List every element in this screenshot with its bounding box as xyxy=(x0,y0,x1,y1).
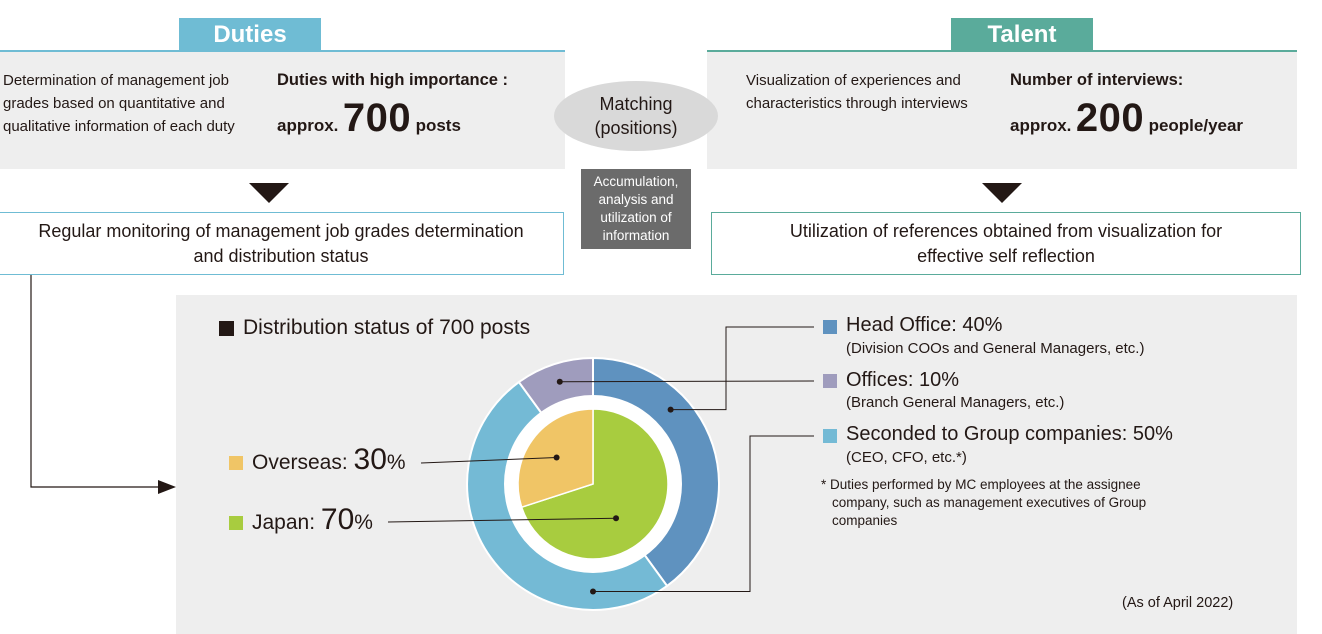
label-japan-value: 70 xyxy=(320,503,355,536)
accumulation-line: Accumulation, xyxy=(593,174,679,189)
duties-box-line: Regular monitoring of management job gra… xyxy=(38,220,524,241)
leader-dot-head-office xyxy=(667,406,674,413)
legend-swatch-japan xyxy=(229,516,243,530)
footnote-line: company, such as management executives o… xyxy=(832,495,1147,510)
talent-box-line: Utilization of references obtained from … xyxy=(789,220,1223,241)
legend-swatch-overseas xyxy=(229,456,243,470)
talent-panel: Visualization of experiences and charact… xyxy=(707,52,1297,169)
duties-stat-value: 700 xyxy=(342,96,412,140)
duties-stat-heading: Duties with high importance : xyxy=(277,71,509,89)
leader-dot-japan xyxy=(613,515,620,522)
title-square-icon xyxy=(219,321,234,336)
talent-rule xyxy=(707,50,1297,52)
legend-swatch-offices xyxy=(823,374,837,388)
duties-down-arrow-icon xyxy=(249,183,289,203)
talent-description-line: Visualization of experiences and xyxy=(746,72,961,89)
inner-slice-japan xyxy=(520,408,669,560)
leader-dot-seconded xyxy=(590,588,596,595)
label-japan-name: Japan: xyxy=(252,511,321,534)
talent-down-arrow-icon xyxy=(982,183,1022,203)
distribution-panel xyxy=(176,295,1297,634)
talent-description-line: characteristics through interviews xyxy=(746,95,968,112)
duties-monitoring-box: Regular monitoring of management job gra… xyxy=(0,212,564,275)
matching-sublabel: (positions) xyxy=(594,118,678,138)
label-overseas-value: 30 xyxy=(353,443,387,476)
legend-head-office: Head Office: 40% xyxy=(846,314,1003,336)
label-overseas: Overseas: 30% xyxy=(252,443,406,477)
label-overseas-name: Overseas: xyxy=(252,451,354,474)
distribution-title: Distribution status of 700 posts xyxy=(243,316,531,339)
legend-seconded-sub: (CEO, CFO, etc.*) xyxy=(846,449,967,466)
label-overseas-suffix: % xyxy=(386,451,406,474)
label-japan-suffix: % xyxy=(354,511,373,534)
leader-offices xyxy=(559,380,815,383)
monitoring-connector xyxy=(30,275,176,494)
talent-box-line: effective self reflection xyxy=(917,245,1095,266)
label-japan: Japan: 70% xyxy=(252,503,373,537)
legend-seconded: Seconded to Group companies: 50% xyxy=(846,423,1173,445)
talent-stat-prefix: approx. xyxy=(1010,116,1072,135)
duties-tab: Duties xyxy=(179,18,321,51)
matching-ellipse: Matching (positions) xyxy=(554,81,718,151)
talent-stat-value: 200 xyxy=(1075,96,1145,140)
legend-offices: Offices: 10% xyxy=(846,369,960,391)
duties-stat-prefix: approx. xyxy=(277,116,339,135)
leader-japan xyxy=(387,517,617,523)
accumulation-box: Accumulation, analysis and utilization o… xyxy=(581,169,691,249)
legend-offices-sub: (Branch General Managers, etc.) xyxy=(846,394,1065,411)
leader-overseas xyxy=(420,457,557,464)
talent-stat-heading: Number of interviews: xyxy=(1010,71,1184,89)
talent-description: Visualization of experiences and charact… xyxy=(746,69,968,115)
leader-head-office xyxy=(670,326,814,411)
duties-description-line: qualitative information of each duty xyxy=(3,118,235,135)
talent-stat-unit: people/year xyxy=(1148,116,1244,135)
duties-stat: approx. 700 posts xyxy=(277,96,461,141)
talent-reference-box: Utilization of references obtained from … xyxy=(711,212,1301,275)
duties-description-line: grades based on quantitative and xyxy=(3,95,225,112)
leader-dot-overseas xyxy=(553,454,560,461)
footnote: * Duties performed by MC employees at th… xyxy=(821,476,1201,530)
footnote-line: * Duties performed by MC employees at th… xyxy=(821,477,1141,492)
legend-swatch-seconded xyxy=(823,429,837,443)
duties-description: Determination of management job grades b… xyxy=(3,69,235,138)
matching-label: Matching xyxy=(599,94,673,114)
footnote-line: companies xyxy=(832,513,898,528)
duties-rule xyxy=(0,50,565,52)
legend-swatch-head-office xyxy=(823,320,837,334)
duties-description-line: Determination of management job xyxy=(3,72,229,89)
leader-seconded xyxy=(593,435,814,592)
talent-tab: Talent xyxy=(951,18,1093,51)
accumulation-line: information xyxy=(602,228,670,243)
as-of-date: (As of April 2022) xyxy=(1122,595,1234,611)
accumulation-line: analysis and xyxy=(598,192,674,207)
leader-dot-offices xyxy=(556,378,563,385)
duties-box-line: and distribution status xyxy=(193,245,369,266)
legend-head-office-sub: (Division COOs and General Managers, etc… xyxy=(846,340,1145,357)
duties-panel: Determination of management job grades b… xyxy=(0,52,565,169)
connector-arrowhead-icon xyxy=(158,480,176,494)
talent-stat: approx. 200 people/year xyxy=(1010,96,1243,141)
accumulation-line: utilization of xyxy=(600,210,672,225)
duties-stat-unit: posts xyxy=(415,116,461,135)
